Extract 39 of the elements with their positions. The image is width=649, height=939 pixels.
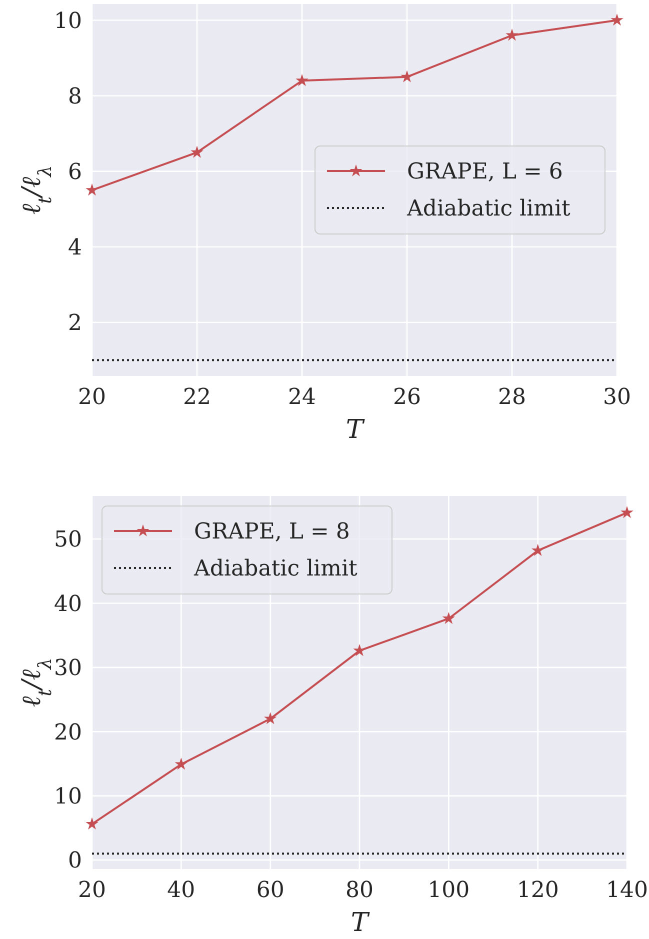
y-tick-label: 50	[54, 528, 82, 553]
x-tick-label: 80	[346, 878, 374, 903]
x-tick-label: 28	[498, 385, 526, 410]
point	[296, 74, 308, 86]
point	[506, 28, 518, 41]
legend-label: GRAPE, L = 8	[194, 520, 350, 545]
x-tick-label: 26	[393, 385, 421, 410]
y-tick-label: 30	[54, 656, 82, 682]
x-tick-label: 22	[183, 385, 211, 410]
y-tick-label: 6	[68, 160, 82, 186]
point	[620, 506, 634, 518]
y-tick-label: 10	[54, 8, 82, 34]
y-tick-label: 10	[54, 784, 82, 810]
legend-label: GRAPE, L = 6	[407, 160, 563, 185]
point	[400, 70, 414, 82]
x-axis-title: T	[346, 415, 365, 445]
point	[264, 712, 277, 724]
point	[86, 817, 98, 830]
legend-label: Adiabatic limit	[193, 556, 358, 582]
y-tick-label: 20	[54, 720, 82, 746]
x-tick-label: 24	[288, 385, 316, 410]
y-tick-label: 40	[54, 592, 82, 617]
y-tick-label: 2	[68, 311, 82, 336]
point	[190, 146, 204, 158]
x-tick-label: 100	[428, 878, 470, 903]
legend-label: Adiabatic limit	[406, 196, 570, 222]
point	[610, 14, 624, 26]
y-tick-label: 0	[68, 848, 82, 874]
point	[531, 544, 544, 556]
y-tick-label: 4	[68, 236, 82, 261]
x-axis-title: T	[350, 908, 370, 938]
x-tick-label: 40	[167, 878, 196, 903]
x-tick-label: 140	[606, 878, 648, 903]
x-tick-label: 120	[516, 878, 559, 903]
point	[174, 758, 188, 770]
x-tick-label: 60	[256, 878, 284, 903]
x-tick-label: 30	[603, 385, 631, 410]
point	[442, 612, 456, 624]
y-tick-label: 8	[68, 84, 82, 110]
